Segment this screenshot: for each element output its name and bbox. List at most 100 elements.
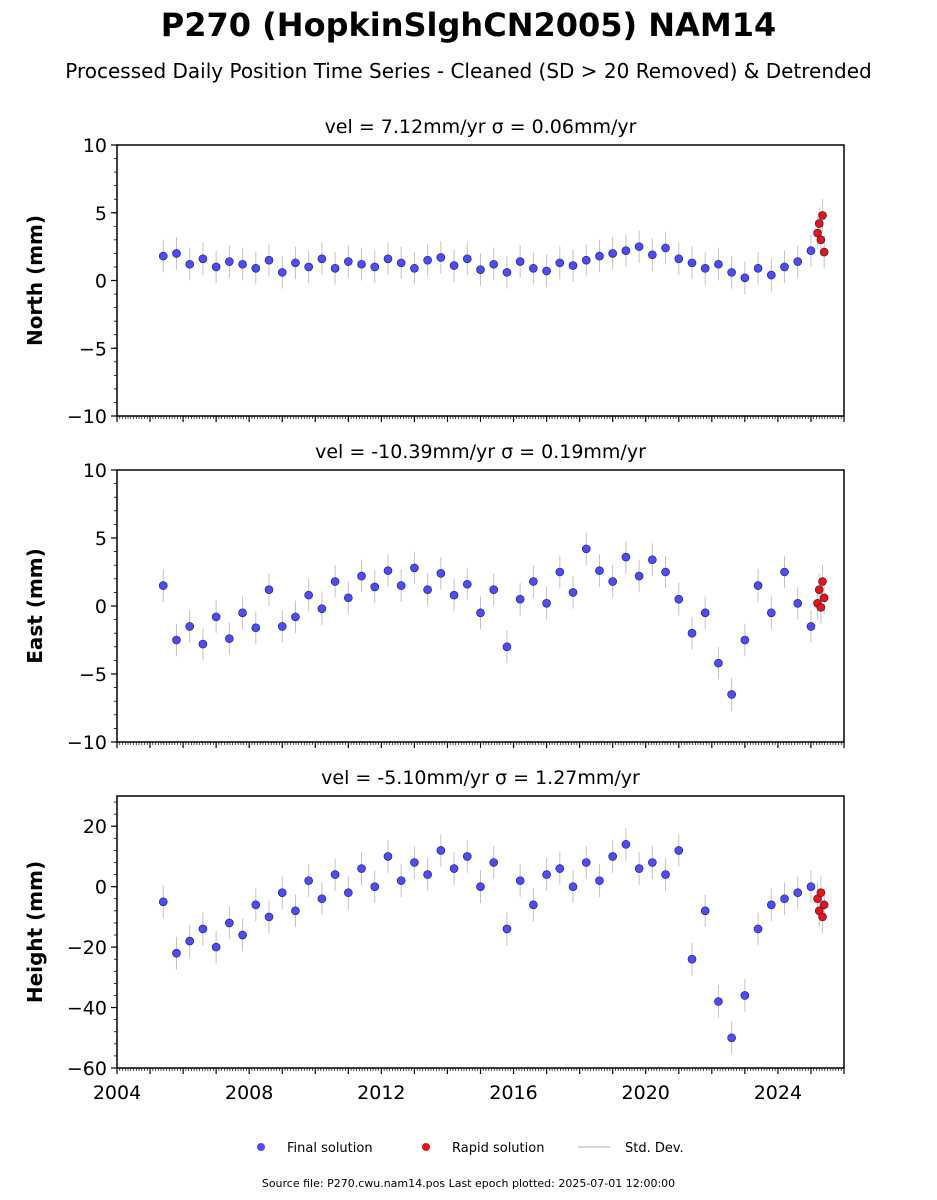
panel-1: vel = 7.12mm/yr σ = 0.06mm/yr −10 −5 0 5 10 No… [23,116,845,428]
rapid-solution-point [818,912,827,922]
y-tick-label: −10 [67,732,107,754]
panel-title: vel = 7.12mm/yr σ = 0.06mm/yr [325,116,637,138]
final-solution-point [383,566,393,575]
final-solution-point [727,268,736,277]
final-solution-point [436,846,446,855]
final-solution-point [634,242,644,251]
y-tick-label: 5 [95,528,107,550]
final-solution-point [410,264,419,273]
x-tick-label: 2016 [489,1082,537,1104]
final-solution-point [370,262,380,272]
final-solution-point [277,622,287,631]
legend-final-label: Final solution [287,1141,373,1156]
rapid-solution-point [816,603,826,612]
final-solution-point [449,590,459,600]
y-tick-label: 0 [95,877,107,899]
final-solution-point [344,257,353,266]
final-solution-point [581,858,591,867]
final-solution-point [449,864,459,873]
y-axis-label: Height (mm) [23,861,47,1003]
final-solution-point [198,924,208,934]
final-solution-point [476,265,485,274]
final-solution-point [595,566,604,575]
final-solution-point [462,852,472,861]
final-solution-point [515,876,525,885]
final-solution-point [304,262,313,272]
final-solution-point [634,864,644,873]
final-solution-point [595,251,604,261]
y-tick-label: −60 [67,1058,107,1080]
final-solution-point [542,870,551,879]
final-solution-point [568,882,578,891]
final-solution-point [489,585,499,594]
panel-2: vel = -10.39mm/yr σ = 0.19mm/yr −10 −5 0 5 10… [23,441,845,754]
final-solution-point [529,900,538,910]
final-solution-point [700,264,710,273]
final-solution-point [396,581,406,590]
final-solution-point [185,936,194,946]
final-solution-point [621,246,631,255]
x-tick-label: 2012 [357,1082,405,1104]
final-solution-point [542,598,551,608]
rapid-solution-point [818,211,827,220]
final-solution-point [436,569,446,578]
final-solution-point [172,249,181,258]
final-solution-point [793,598,803,608]
final-solution-point [753,924,763,934]
final-solution-point [251,900,261,910]
final-solution-point [251,264,261,273]
final-solution-point [317,254,327,264]
final-solution-point [158,581,168,590]
final-solution-point [423,870,432,879]
final-solution-point [714,997,723,1006]
final-solution-point [211,942,221,952]
x-tick-label: 2024 [754,1082,802,1104]
final-solution-point [555,567,565,577]
final-solution-point [780,894,789,904]
final-solution-point [172,948,181,958]
final-solution-point [225,257,234,266]
final-solution-point [515,594,525,604]
figure-title: P270 (HopkinSlghCN2005) NAM14 [161,6,776,44]
final-solution-point [581,255,591,265]
y-tick-label: −5 [79,664,107,686]
panel-title: vel = -10.39mm/yr σ = 0.19mm/yr [315,441,646,463]
plot-frame [116,795,845,1069]
final-solution-point [740,273,750,283]
final-solution-point [766,608,776,618]
final-solution-point [370,582,380,592]
final-solution-point [687,954,697,964]
final-solution-point [740,991,750,1000]
final-solution-point [753,264,763,273]
y-tick-label: −20 [67,937,107,959]
final-solution-point [291,258,300,268]
y-tick-label: 5 [95,203,107,225]
final-solution-point [462,579,472,589]
final-solution-point [185,259,194,269]
final-solution-point [700,608,710,618]
y-axis-label: East (mm) [23,548,47,664]
final-solution-point [277,888,287,898]
final-solution-point [608,577,617,586]
final-solution-point [370,882,380,891]
y-tick-label: −40 [67,998,107,1020]
final-solution-point [806,882,816,891]
final-solution-point [476,608,485,618]
y-tick-label: 10 [83,135,107,157]
final-solution-point [634,571,644,581]
final-solution-point [238,930,247,940]
final-solution-point [806,622,816,631]
final-solution-point [608,249,617,258]
final-solution-point [317,604,327,614]
y-tick-label: −10 [67,406,107,428]
legend-rapid-marker [422,1143,430,1151]
final-solution-point [502,642,512,652]
x-tick-label: 2008 [225,1082,273,1104]
legend: Final solution Rapid solution Std. Dev. [257,1141,684,1156]
final-solution-point [621,840,631,849]
final-solution-point [172,635,181,645]
final-solution-point [674,594,684,604]
rapid-solution-point [813,228,822,238]
final-solution-point [423,585,432,594]
final-solution-point [687,258,697,268]
